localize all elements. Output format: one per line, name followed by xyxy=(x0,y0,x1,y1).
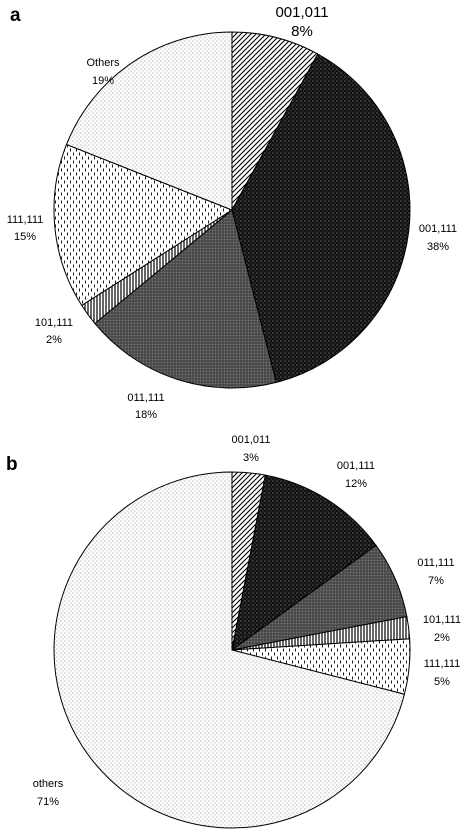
pie-b-label-0-pct: 3% xyxy=(243,452,259,464)
pie-a-label-5-name: Others xyxy=(86,57,120,69)
pie-a-slice-5 xyxy=(65,31,233,211)
pie-a-labels: 001,011 8% 001,111 38% 011,111 18% 101,1… xyxy=(7,4,457,421)
pie-a-label-0-pct: 8% xyxy=(291,23,313,40)
pie-a-label-2-pct: 18% xyxy=(135,409,157,421)
pie-b-slice-1 xyxy=(231,474,377,652)
pie-a-label-3-name: 101,111 xyxy=(35,317,73,329)
pie-a-label-3-pct: 2% xyxy=(46,334,62,346)
pie-b-label-3-pct: 2% xyxy=(434,632,450,644)
panel-a-letter: a xyxy=(10,5,21,26)
pie-a-label-2-name: 011,111 xyxy=(127,392,164,404)
pie-b-label-1-name: 001,111 xyxy=(337,460,375,472)
pie-a-label-4-name: 111,111 xyxy=(7,214,44,226)
pie-b-label-3-name: 101,111 xyxy=(423,614,461,626)
pie-a-slice-4 xyxy=(53,143,234,307)
pie-b-label-5-name: others xyxy=(33,778,64,790)
pie-b-label-4-name: 111,111 xyxy=(424,658,461,670)
pie-a-slice-0 xyxy=(231,31,319,211)
pie-b-labels: 001,011 3% 001,111 12% 011,111 7% 101,11… xyxy=(33,434,461,808)
pie-b-label-2-pct: 7% xyxy=(428,575,444,587)
pie-b-label-0-name: 001,011 xyxy=(232,434,271,446)
pie-b xyxy=(53,471,411,829)
pie-a-slice-2 xyxy=(94,209,277,389)
pie-b-label-4-pct: 5% xyxy=(434,676,450,688)
pie-a-label-1-name: 001,111 xyxy=(419,223,457,235)
pie-b-label-5-pct: 71% xyxy=(37,796,59,808)
pie-a-slice-1 xyxy=(231,53,411,384)
pie-a-label-5-pct: 19% xyxy=(92,75,114,87)
pie-a-label-0-name: 001,011 xyxy=(275,4,328,21)
pie-b-label-1-pct: 12% xyxy=(345,478,367,490)
pie-b-slice-5 xyxy=(53,471,406,829)
pie-b-label-2-name: 011,111 xyxy=(417,557,454,569)
pie-a xyxy=(53,31,411,389)
panel-b-letter: b xyxy=(6,454,18,475)
pie-a-label-4-pct: 15% xyxy=(14,231,36,243)
pie-a-label-1-pct: 38% xyxy=(427,241,449,253)
